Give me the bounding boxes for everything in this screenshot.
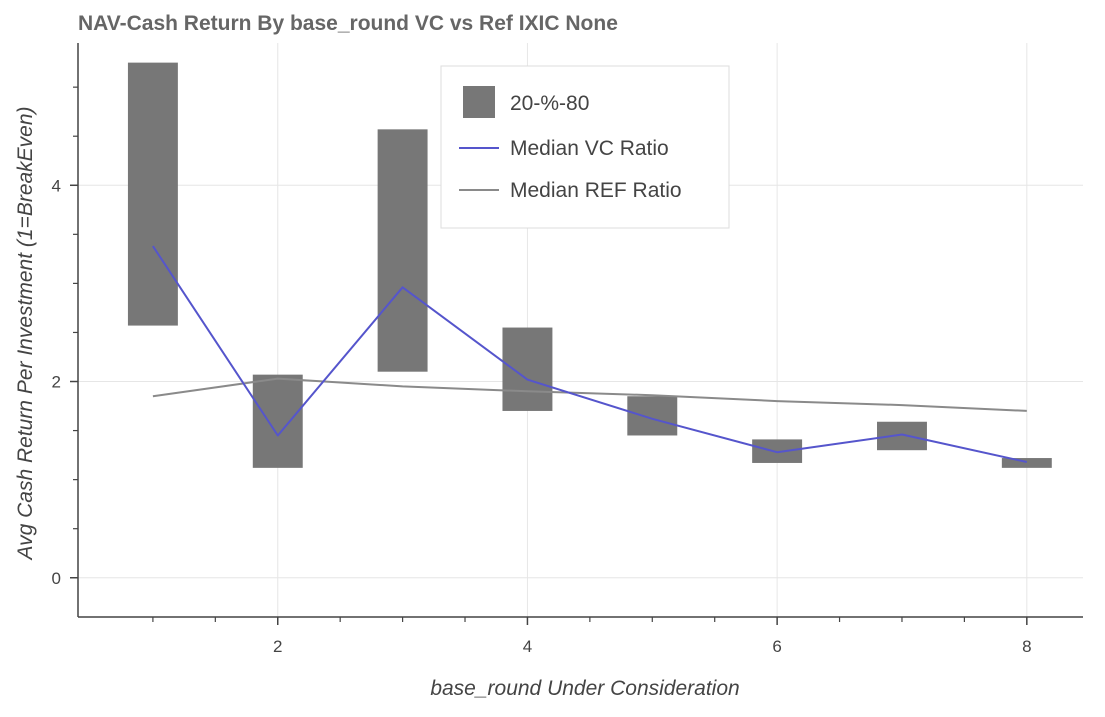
y-tick-label: 2 [52, 373, 61, 392]
y-tick-label: 4 [52, 176, 61, 195]
legend-label-range: 20-%-80 [510, 92, 589, 115]
y-axis-label: Avg Cash Return Per Investment (1=BreakE… [14, 106, 37, 561]
range-bar [127, 62, 178, 326]
axes [77, 43, 1083, 618]
range-bar [502, 327, 553, 411]
x-tick-label: 4 [523, 637, 532, 656]
series-line-ref [152, 377, 1027, 412]
range-bar [1001, 458, 1052, 468]
range-bars [127, 62, 1052, 468]
range-bar [877, 421, 927, 451]
legend: 20-%-80 Median VC Ratio Median REF Ratio [440, 65, 730, 229]
chart-title: NAV-Cash Return By base_round VC vs Ref … [78, 12, 618, 35]
x-tick-label: 8 [1022, 637, 1031, 656]
x-tick-label: 6 [772, 637, 781, 656]
x-axis-label: base_round Under Consideration [430, 677, 739, 700]
range-bar [252, 374, 303, 468]
legend-swatch-range [463, 86, 495, 118]
series-line-vc [152, 245, 1028, 463]
range-bar [627, 396, 678, 436]
legend-label-ref: Median REF Ratio [510, 179, 682, 202]
x-tick-label: 2 [273, 637, 282, 656]
tick-marks: 2 4 6 8 0 2 4 [52, 86, 1032, 656]
legend-label-vc: Median VC Ratio [510, 137, 669, 160]
series-lines [152, 245, 1028, 463]
range-bar [377, 129, 428, 372]
y-tick-label: 0 [52, 569, 61, 588]
